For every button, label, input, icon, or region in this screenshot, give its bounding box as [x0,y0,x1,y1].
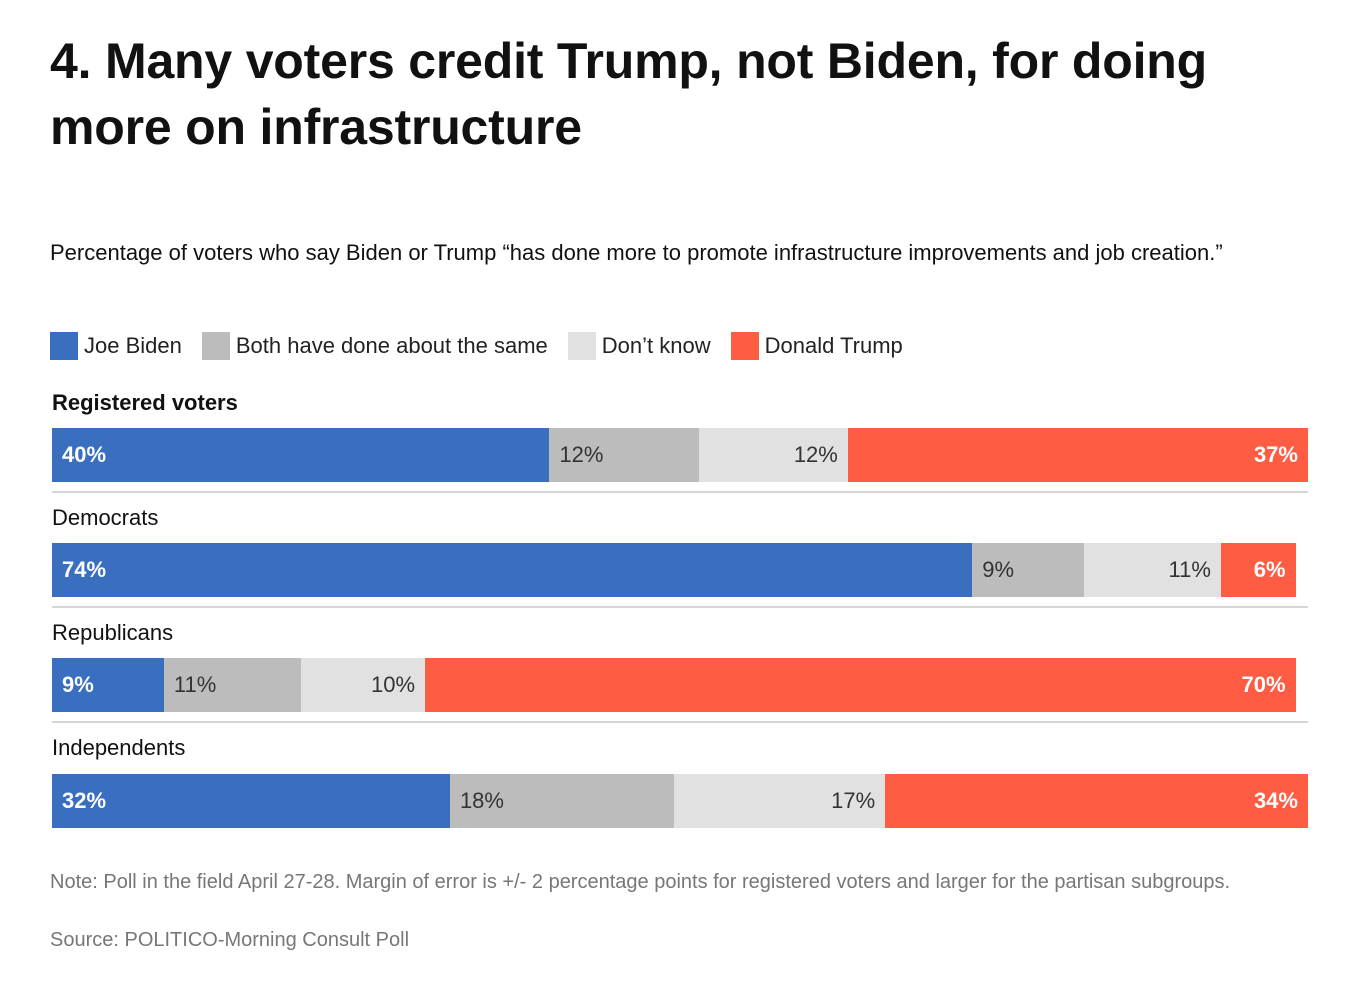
bar-segment-trump: 6% [1220,543,1296,597]
legend-label-same: Both have done about the same [235,333,548,358]
data-label-dont-know: 12% [793,442,838,467]
data-label-trump: 37% [1253,442,1298,467]
bar-segment-trump: 70% [425,658,1296,712]
data-label-dont-know: 17% [831,788,876,813]
bar-segment-dont-know: 11% [1084,543,1221,597]
chart-note: Note: Poll in the field April 27-28. Mar… [50,871,1231,893]
data-label-same: 12% [559,442,604,467]
data-label-trump: 6% [1253,557,1286,582]
data-label-biden: 40% [62,442,107,467]
bar-segment-same: 18% [449,774,674,828]
row-divider [52,491,1308,493]
bar-democrats: 74% 9% 11% 6% [52,543,1308,597]
data-label-biden: 74% [62,557,107,582]
legend-label-biden: Joe Biden [84,333,182,358]
legend: Joe Biden Both have done about the same … [50,330,923,362]
bar-segment-trump: 37% [847,428,1308,482]
category-label-republicans: Republicans [52,620,174,645]
data-label-dont-know: 10% [371,672,416,697]
bar-republicans: 9% 11% 10% 70% [52,658,1308,712]
legend-label-trump: Donald Trump [764,333,903,358]
legend-item-dont-know: Don’t know [567,332,711,360]
legend-swatch-trump [730,332,759,360]
bar-segment-biden: 40% [52,428,550,482]
bar-segment-same: 12% [549,428,699,482]
data-label-same: 9% [982,557,1015,582]
legend-swatch-same [201,332,230,360]
row-divider [52,721,1308,723]
bar-segment-trump: 34% [885,774,1308,828]
data-label-same: 11% [173,672,217,697]
chart-source: Source: POLITICO-Morning Consult Poll [50,929,410,951]
bar-segment-dont-know: 17% [673,774,886,828]
bar-segment-dont-know: 10% [300,658,426,712]
category-label-independents: Independents [52,735,186,760]
row-divider [52,606,1308,608]
data-label-biden: 9% [62,672,94,697]
legend-item-trump: Donald Trump [730,332,903,360]
data-label-trump: 34% [1253,788,1298,813]
bar-segment-biden: 32% [52,774,450,828]
data-label-trump: 70% [1241,672,1286,697]
data-label-biden: 32% [62,788,107,813]
bar-segment-biden: 74% [52,543,973,597]
legend-item-biden: Joe Biden [50,332,182,360]
data-label-dont-know: 11% [1168,557,1211,582]
bar-segment-same: 11% [163,658,301,712]
bar-segment-biden: 9% [52,658,164,712]
bar-segment-same: 9% [972,543,1085,597]
chart-subtitle: Percentage of voters who say Biden or Tr… [50,240,1223,265]
bar-segment-dont-know: 12% [698,428,848,482]
category-label-democrats: Democrats [52,505,159,530]
bar-independents: 32% 18% 17% 34% [52,774,1308,828]
legend-item-same: Both have done about the same [201,332,548,360]
bar-registered-voters: 40% 12% 12% 37% [52,428,1308,482]
legend-label-dont-know: Don’t know [601,333,711,358]
legend-swatch-dont-know [567,332,596,360]
chart-title: 4. Many voters credit Trump, not Biden, … [50,33,1207,155]
legend-swatch-biden [50,332,78,360]
category-label-registered-voters: Registered voters [52,390,238,415]
data-label-same: 18% [459,788,504,813]
